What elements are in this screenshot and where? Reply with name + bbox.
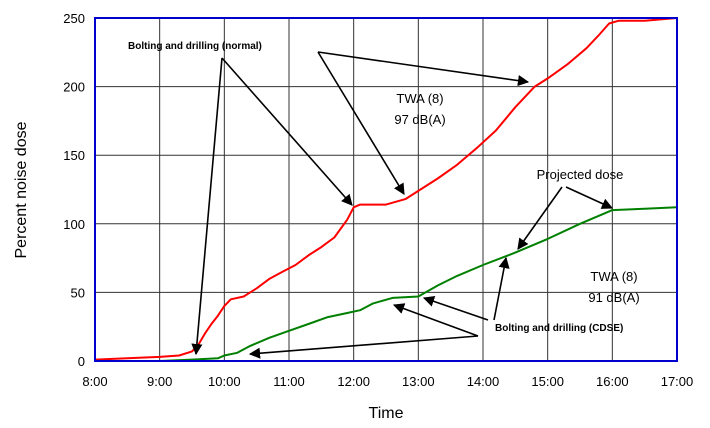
y-tick-label: 250 bbox=[63, 11, 85, 26]
y-tick-labels: 0 50 100 150 200 250 bbox=[63, 11, 85, 369]
arrow-normal-to-1200 bbox=[221, 57, 353, 206]
annotation-twa-normal-line2: 97 dB(A) bbox=[394, 112, 445, 127]
y-axis-title: Percent noise dose bbox=[13, 121, 30, 258]
y-tick-label: 100 bbox=[63, 217, 85, 232]
x-tick-label: 15:00 bbox=[531, 374, 564, 389]
y-tick-label: 200 bbox=[63, 80, 85, 95]
arrow-cdse-to-1245 bbox=[392, 303, 479, 337]
y-tick-label: 50 bbox=[71, 285, 85, 300]
series-group bbox=[94, 17, 678, 362]
x-tick-label: 12:00 bbox=[337, 374, 370, 389]
x-tick-label: 13:00 bbox=[402, 374, 435, 389]
x-tick-label: 10:00 bbox=[208, 374, 241, 389]
arrow-cdse-to-1015 bbox=[248, 335, 479, 359]
arrow-normal-to-0930 bbox=[191, 57, 223, 356]
annotation-twa-normal-line1: TWA (8) bbox=[396, 91, 443, 106]
annotation-twa-cdse-line1: TWA (8) bbox=[590, 269, 637, 284]
arrow-normal-to-1245 bbox=[317, 51, 405, 195]
x-axis-title: Time bbox=[369, 405, 404, 422]
arrow-cdse-to-1430 bbox=[493, 256, 510, 321]
x-tick-label: 8:00 bbox=[82, 374, 107, 389]
series-line-cdse bbox=[95, 206, 678, 362]
annotation-bolting-normal: Bolting and drilling (normal) bbox=[128, 41, 262, 52]
y-tick-label: 150 bbox=[63, 148, 85, 163]
x-tick-label: 9:00 bbox=[147, 374, 172, 389]
arrow-projected-to-1430 bbox=[517, 186, 563, 250]
x-tick-labels: 8:00 9:00 10:00 11:00 12:00 13:00 14:00 15:00 16… bbox=[82, 374, 693, 389]
annotation-projected-dose: Projected dose bbox=[537, 167, 624, 182]
plot-frame bbox=[94, 17, 678, 362]
arrow-normal-to-1440 bbox=[317, 51, 530, 87]
series-line-normal bbox=[94, 17, 678, 361]
x-tick-label: 16:00 bbox=[596, 374, 629, 389]
annotation-twa-cdse-line2: 91 dB(A) bbox=[588, 290, 639, 305]
plot-background bbox=[95, 18, 677, 361]
arrow-projected-to-1600 bbox=[565, 186, 614, 209]
x-tick-label: 14:00 bbox=[467, 374, 500, 389]
y-tick-label: 0 bbox=[78, 354, 85, 369]
x-tick-label: 11:00 bbox=[273, 374, 305, 389]
arrow-cdse-to-1300 bbox=[422, 295, 489, 321]
annotation-bolting-cdse: Bolting and drilling (CDSE) bbox=[495, 323, 623, 334]
x-tick-label: 17:00 bbox=[661, 374, 694, 389]
